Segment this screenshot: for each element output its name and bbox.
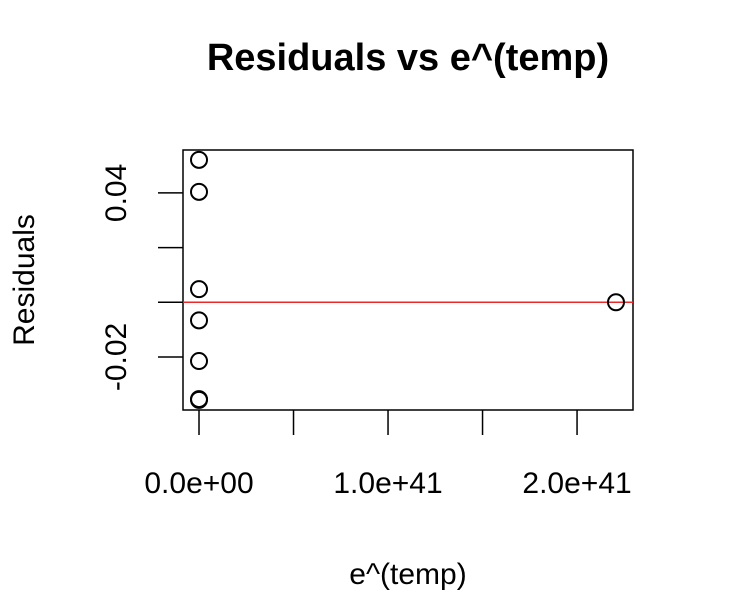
x-tick-label: 1.0e+41 (333, 467, 442, 500)
x-axis-label: e^(temp) (349, 558, 466, 591)
y-tick-label: -0.02 (100, 323, 133, 391)
plot-frame (182, 149, 634, 411)
point (190, 182, 209, 201)
point (190, 150, 209, 169)
y-axis-label: Residuals (8, 214, 41, 346)
point (190, 311, 209, 330)
point (190, 390, 209, 409)
y-tick-label: 0.04 (100, 164, 133, 222)
x-tick-label: 2.0e+41 (522, 467, 631, 500)
point (606, 293, 625, 312)
point (190, 352, 209, 371)
x-tick-label: 0.0e+00 (144, 467, 253, 500)
chart-title: Residuals vs e^(temp) (207, 37, 609, 79)
point (190, 280, 209, 299)
